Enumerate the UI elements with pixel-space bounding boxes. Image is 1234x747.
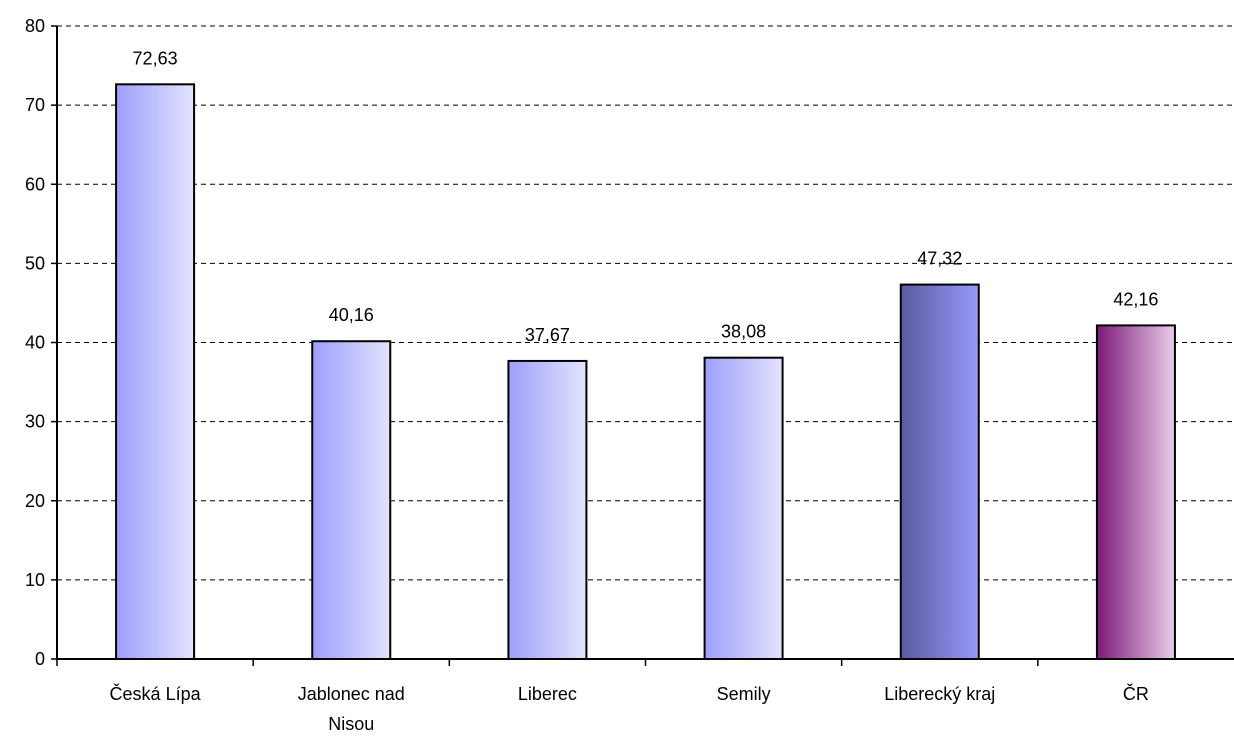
bar	[507, 359, 588, 660]
y-tick-label: 40	[25, 333, 45, 353]
y-tick-label: 80	[25, 16, 45, 36]
y-tick-label: 60	[25, 174, 45, 194]
data-label: 72,63	[133, 48, 178, 68]
data-label: 38,08	[721, 322, 766, 342]
y-tick-label: 20	[25, 491, 45, 511]
bar	[703, 356, 784, 660]
bar	[1095, 324, 1176, 660]
data-label: 40,16	[329, 305, 374, 325]
grid-lines	[57, 25, 1234, 581]
x-category-label: Jablonec nad	[298, 684, 405, 704]
x-category-label: Česká Lípa	[110, 683, 202, 704]
x-category-label: Liberecký kraj	[884, 684, 995, 704]
x-category-label: Nisou	[328, 714, 374, 734]
data-label: 42,16	[1113, 289, 1158, 309]
bar	[311, 340, 392, 660]
y-tick-label: 10	[25, 570, 45, 590]
y-tick-label: 30	[25, 412, 45, 432]
axes	[51, 25, 1234, 666]
data-label: 47,32	[917, 249, 962, 269]
labels: 0 10 20 30 40 50 60 70 80 72,63 Česká Lípa 40,16 Jab…	[25, 16, 1158, 734]
x-category-label: Semily	[717, 684, 771, 704]
x-category-label: Liberec	[518, 684, 577, 704]
bar	[899, 283, 980, 660]
y-tick-label: 50	[25, 253, 45, 273]
bars	[115, 83, 1176, 660]
y-tick-label: 0	[35, 649, 45, 669]
bar	[115, 83, 196, 660]
x-category-label: ČR	[1123, 683, 1149, 704]
data-label: 37,67	[525, 325, 570, 345]
y-tick-label: 70	[25, 95, 45, 115]
